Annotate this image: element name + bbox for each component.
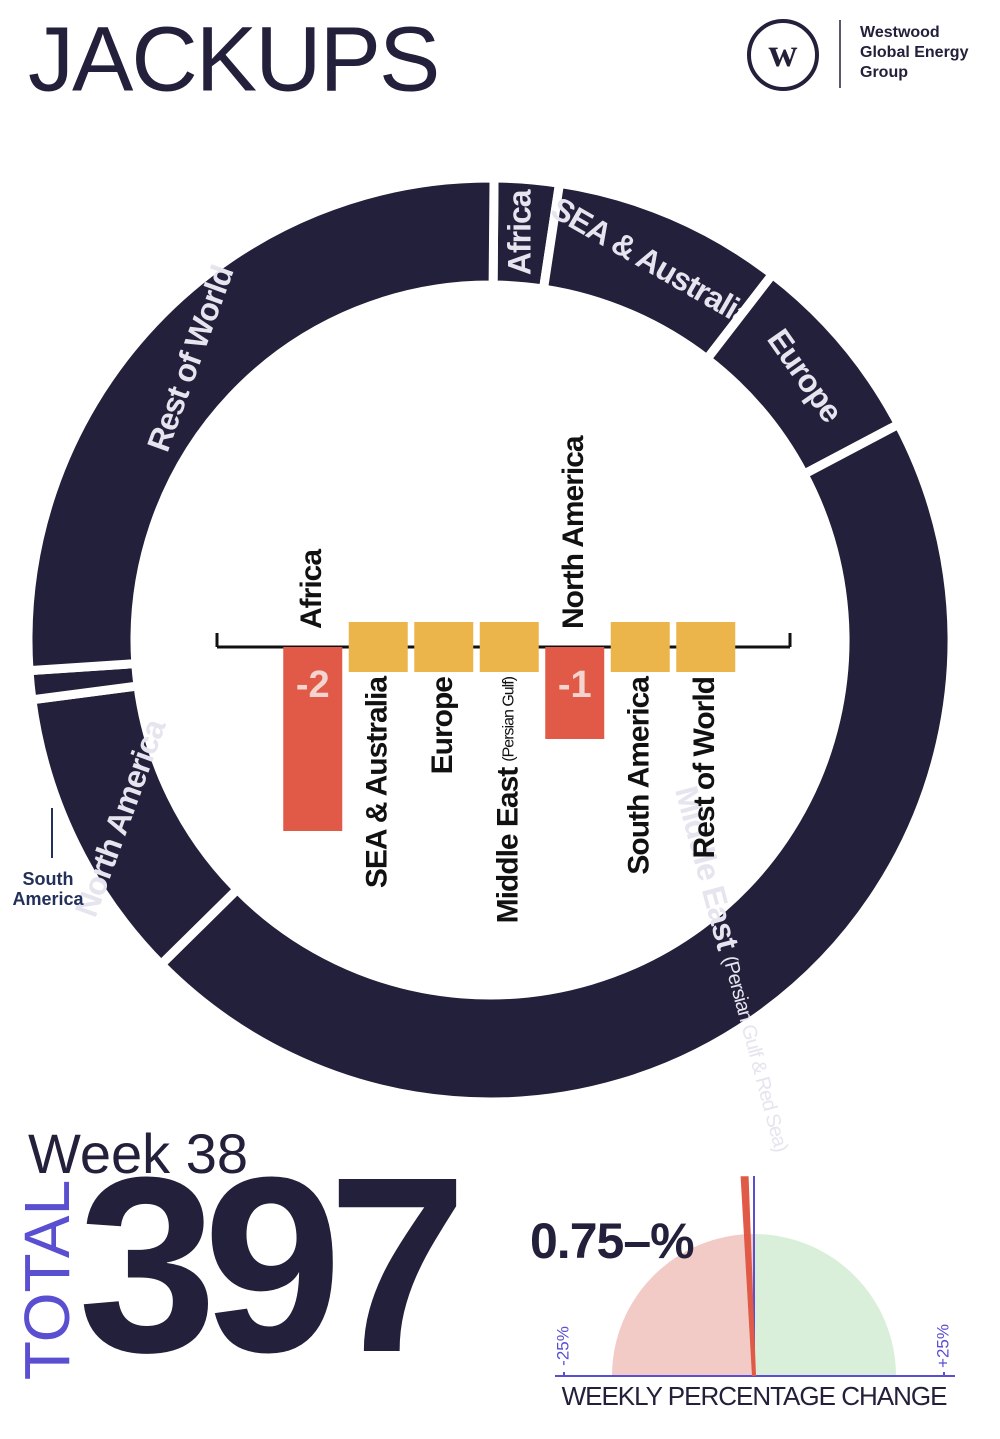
gauge-tick-label: -25%: [553, 1326, 572, 1366]
segment-label-line: America: [12, 889, 84, 909]
bar-category-name: Middle East: [491, 767, 524, 924]
bar-category-label: Africa: [295, 549, 328, 629]
segment-name: Africa: [502, 189, 538, 275]
bar-category-name: Europe: [426, 677, 459, 775]
bar: [545, 647, 605, 739]
bar-zero: [414, 622, 474, 672]
bar-value-label: -2: [296, 664, 330, 706]
bar-category-label: Middle East (Persian Gulf): [491, 676, 524, 923]
bar: [283, 647, 343, 831]
gauge-title: WEEKLY PERCENTAGE CHANGE: [562, 1381, 948, 1411]
bar-category-name: Rest of World: [688, 677, 721, 858]
logo-text: Westwood: [860, 24, 940, 41]
bar-zero: [610, 622, 670, 672]
total-label: TOTAL: [11, 1180, 83, 1380]
bar-zero: [348, 622, 408, 672]
bar-category-name: South America: [622, 676, 655, 875]
bar-category-label: North America: [557, 435, 590, 629]
segment-label: Africa: [502, 189, 538, 275]
segment-label: South America: [12, 869, 84, 909]
gauge-negative: [612, 1234, 754, 1376]
logo-mark: w: [769, 30, 798, 75]
gauge-positive: [754, 1234, 896, 1376]
week-label: Week 38: [28, 1122, 248, 1185]
bar-category-name: Africa: [295, 549, 328, 629]
bar-category-note: (Persian Gulf): [500, 676, 517, 761]
bar-category-label: SEA & Australia: [360, 676, 393, 888]
bar-zero: [479, 622, 539, 672]
bar-value-label: -1: [558, 664, 592, 706]
bar-category-label: Europe: [426, 677, 459, 775]
logo-text: Global Energy: [860, 44, 969, 61]
bar-category-name: North America: [557, 435, 590, 629]
page-title: JACKUPS: [28, 8, 438, 110]
total-value: 397: [78, 1125, 457, 1404]
gauge-needle: [740, 1176, 756, 1376]
bar-category-label: South America: [622, 676, 655, 875]
bar-zero: [676, 622, 736, 672]
gauge-tick-label: +25%: [933, 1324, 952, 1368]
segment-label-line: South: [23, 869, 74, 889]
bar-category-name: SEA & Australia: [360, 676, 393, 888]
gauge-value-label: 0.75–%: [530, 1213, 694, 1269]
logo-ring: [747, 19, 819, 91]
logo-text: Group: [860, 64, 908, 81]
donut-segment: [23, 173, 499, 676]
donut-segment: [154, 418, 957, 1107]
bar-category-label: Rest of World: [688, 677, 721, 858]
